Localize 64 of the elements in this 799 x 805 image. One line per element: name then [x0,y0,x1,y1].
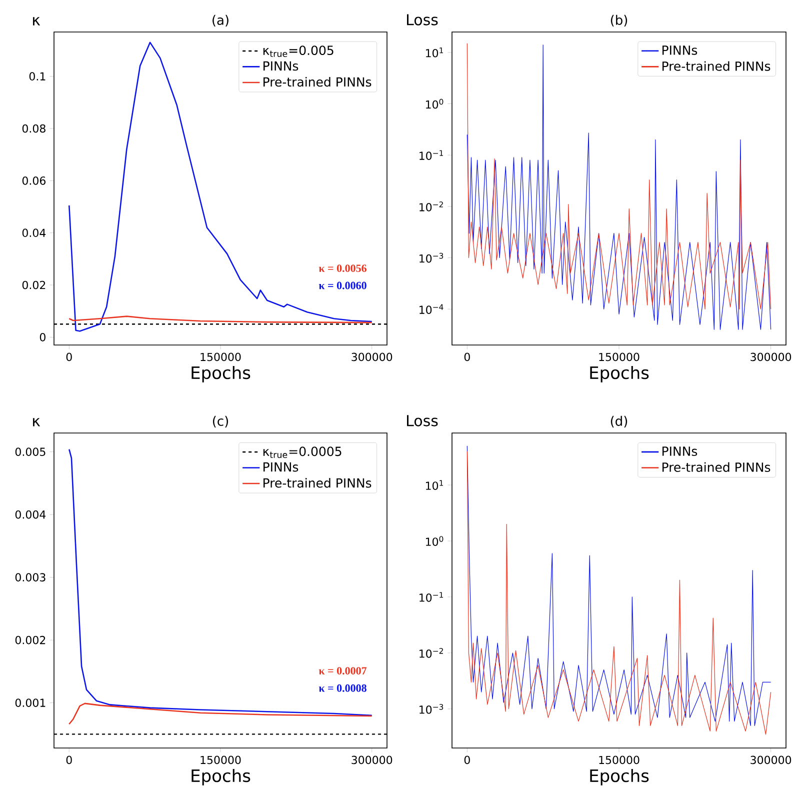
chart-title: (b) [610,14,628,26]
annotation: κ = 0.0056 [318,264,366,272]
y-tick-label: 0 [40,333,46,342]
x-axis-title: Epochs [192,366,250,382]
y-tick-label: 10$^{0}$ [426,536,444,546]
y-axis-title: κ [33,17,40,26]
y-tick-label: 0.08 [22,124,46,133]
x-tick-label: 150000 [599,352,640,362]
x-tick-label: 0 [66,352,72,362]
x-axis-title: Epochs [590,768,649,786]
y-axis-title: κ [33,418,40,426]
x-tick-label: 300000 [352,756,392,764]
legend-label: Pre-trained PINNs [662,61,770,71]
y-tick-label: 10$^{0}$ [426,98,444,109]
chart-title: (a) [212,14,228,26]
y-tick-label: 0.003 [15,573,46,582]
y-tick-label: 10$^{−3}$ [420,252,444,263]
x-tick-label: 300000 [750,756,792,764]
chart-title: (c) [212,416,228,428]
y-axis-title: Loss [407,14,438,26]
legend-label: PINNs [264,462,298,472]
y-tick-label: 0.06 [22,176,46,185]
y-tick-label: 10$^{−3}$ [420,704,444,714]
legend-label: PINNs [662,46,698,55]
line-series [68,702,373,725]
y-tick-label: 0.005 [15,448,46,456]
x-tick-label: 0 [464,756,470,764]
x-axis-title: Epochs [590,366,649,382]
y-tick-label: 0.02 [22,280,46,290]
legend-label: κ$_{true}$=0.0005 [263,446,342,458]
line-series [68,42,373,332]
annotation: κ = 0.0060 [318,282,366,290]
legend-label: κ$_{true}$=0.005 [263,46,334,57]
legend-label: PINNs [264,61,298,71]
line-series [68,316,373,324]
y-tick-label: 0.002 [15,636,46,644]
y-tick-label: 10$^{−4}$ [420,304,444,314]
legend-label: Pre-trained PINNs [264,76,372,87]
x-axis-title: Epochs [192,768,250,786]
annotation: κ = 0.0007 [318,667,367,675]
y-tick-label: 10$^{−2}$ [420,202,443,212]
x-tick-label: 0 [464,352,470,362]
x-tick-label: 150000 [599,756,640,764]
legend-label: Pre-trained PINNs [662,462,770,472]
annotation: κ = 0.0008 [318,684,366,692]
y-tick-label: 0.04 [22,228,46,237]
x-tick-label: 0 [66,756,72,764]
legend-label: PINNs [662,446,698,456]
chart-title: (d) [610,416,628,428]
y-tick-label: 10$^{−1}$ [420,592,443,602]
x-tick-label: 150000 [200,756,241,764]
y-axis-title: Loss [407,415,438,426]
legend-label: Pre-trained PINNs [264,478,372,488]
y-tick-label: 0.001 [15,698,46,707]
y-tick-label: 10$^{−1}$ [420,150,443,160]
line-series [68,448,373,716]
y-tick-label: 10$^{1}$ [426,48,443,58]
y-tick-label: 0.1 [29,72,46,80]
x-tick-label: 300000 [352,352,392,362]
y-tick-label: 10$^{−2}$ [420,648,443,658]
y-tick-label: 0.004 [15,510,46,519]
y-tick-label: 10$^{1}$ [426,480,443,490]
x-tick-label: 150000 [200,352,241,362]
x-tick-label: 300000 [750,352,792,362]
